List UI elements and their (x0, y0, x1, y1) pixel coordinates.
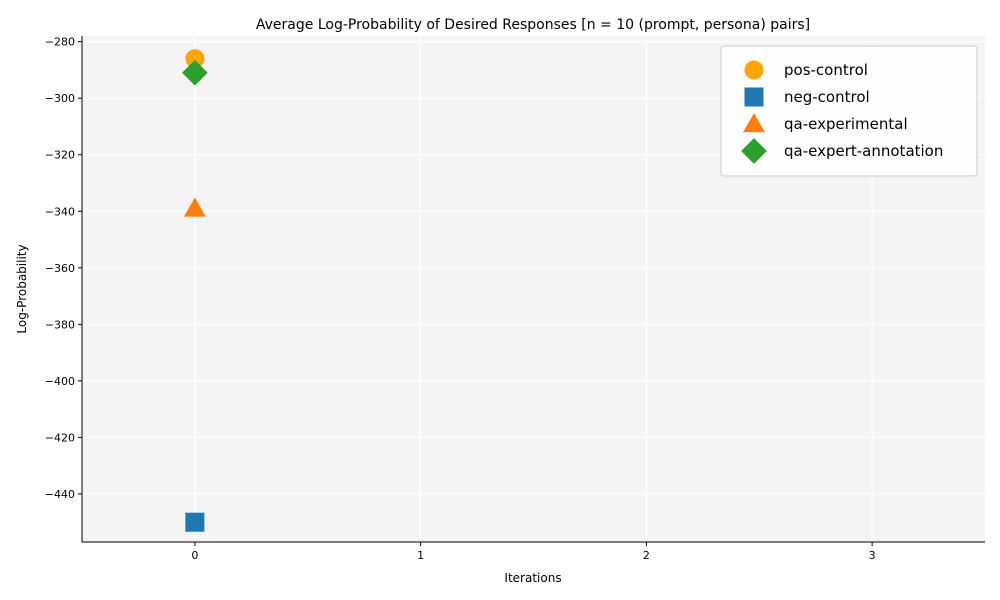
legend-marker-qa-experimental (743, 113, 765, 133)
x-tick-label: 0 (191, 549, 198, 562)
legend-label-neg-control: neg-control (784, 88, 870, 106)
y-axis-title: Log-Probability (15, 244, 29, 333)
y-tick-label: −360 (45, 262, 75, 275)
y-tick-label: −400 (45, 375, 75, 388)
legend-marker-pos-control (744, 60, 764, 80)
data-point-pos-control (185, 49, 205, 69)
y-tick-label: −300 (45, 92, 75, 105)
axes (81, 36, 985, 543)
y-tick-label: −440 (45, 488, 75, 501)
y-tick-label: −420 (45, 431, 75, 444)
x-tick-label: 3 (869, 549, 876, 562)
y-tick-label: −280 (45, 36, 75, 49)
legend-label-qa-expert-annotation: qa-expert-annotation (784, 142, 943, 160)
data-points (182, 49, 208, 532)
legend-marker-qa-expert-annotation (741, 138, 767, 164)
x-tick-label: 2 (643, 549, 650, 562)
chart-title: Average Log-Probability of Desired Respo… (256, 17, 810, 33)
y-tick-label: −320 (45, 149, 75, 162)
data-point-qa-expert-annotation (182, 59, 208, 86)
x-axis-title: Iterations (504, 571, 561, 585)
legend-label-pos-control: pos-control (784, 61, 868, 79)
data-point-qa-experimental (183, 197, 206, 217)
ticks: 0 1 2 3 −280 −300 −320 −340 −360 −380 −400 −420 −440 (45, 36, 876, 562)
legend: pos-control neg-control qa-experimental qa-… (720, 45, 978, 177)
y-tick-label: −380 (45, 318, 75, 331)
legend-label-qa-experimental: qa-experimental (784, 115, 908, 133)
data-point-neg-control (185, 512, 205, 532)
x-tick-label: 1 (417, 549, 424, 562)
legend-box (720, 45, 978, 177)
legend-marker-neg-control (744, 87, 764, 107)
y-tick-label: −340 (45, 205, 75, 218)
